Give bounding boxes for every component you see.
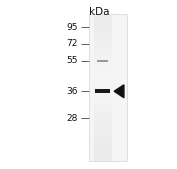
Bar <box>94 136 112 138</box>
Bar <box>94 143 112 146</box>
Bar <box>94 21 112 23</box>
Bar <box>94 48 112 50</box>
Bar <box>94 72 112 75</box>
Text: 28: 28 <box>67 114 78 123</box>
Bar <box>94 99 112 102</box>
Bar <box>94 67 112 70</box>
Bar <box>94 82 112 85</box>
Bar <box>94 151 112 153</box>
Bar <box>94 33 112 36</box>
Bar <box>88 14 127 161</box>
Bar <box>94 63 112 65</box>
Bar <box>94 65 112 67</box>
Bar <box>94 131 112 134</box>
Bar <box>94 36 112 38</box>
Bar <box>94 87 112 89</box>
Bar <box>94 148 112 151</box>
Text: 36: 36 <box>66 87 78 96</box>
Bar <box>94 109 112 112</box>
Bar <box>95 89 110 93</box>
Bar <box>94 124 112 126</box>
Bar <box>94 97 112 99</box>
Bar <box>94 55 112 58</box>
Bar <box>94 90 112 92</box>
Bar <box>94 138 112 141</box>
Bar <box>94 119 112 121</box>
Bar <box>94 92 112 94</box>
Text: 72: 72 <box>67 39 78 49</box>
Bar <box>94 107 112 109</box>
Bar <box>94 80 112 82</box>
Bar <box>94 70 112 72</box>
Bar <box>94 50 112 53</box>
Bar <box>94 84 112 87</box>
Bar <box>94 75 112 77</box>
Bar <box>94 14 112 16</box>
Bar <box>94 38 112 41</box>
Bar <box>94 16 112 18</box>
Bar <box>94 18 112 21</box>
Bar <box>94 43 112 45</box>
Bar <box>94 23 112 26</box>
Bar <box>94 31 112 33</box>
Bar <box>94 28 112 31</box>
Bar <box>94 53 112 55</box>
Bar <box>94 102 112 104</box>
Bar <box>94 126 112 129</box>
Bar <box>94 94 112 97</box>
Bar <box>94 58 112 60</box>
Bar <box>94 141 112 143</box>
Text: kDa: kDa <box>88 7 109 17</box>
Bar <box>94 116 112 119</box>
Bar <box>97 60 108 62</box>
Text: 95: 95 <box>66 22 78 32</box>
Bar <box>94 77 112 80</box>
Bar <box>94 146 112 148</box>
Bar <box>94 45 112 48</box>
Bar <box>94 26 112 28</box>
Bar <box>94 158 112 161</box>
Bar <box>94 134 112 136</box>
Bar <box>94 112 112 114</box>
Bar <box>94 121 112 124</box>
Bar <box>94 41 112 43</box>
Bar <box>94 114 112 116</box>
Bar <box>94 60 112 63</box>
Text: 55: 55 <box>66 56 78 65</box>
Bar <box>94 104 112 107</box>
Bar <box>94 129 112 131</box>
Bar <box>94 156 112 158</box>
Polygon shape <box>114 85 124 98</box>
Bar <box>94 153 112 156</box>
